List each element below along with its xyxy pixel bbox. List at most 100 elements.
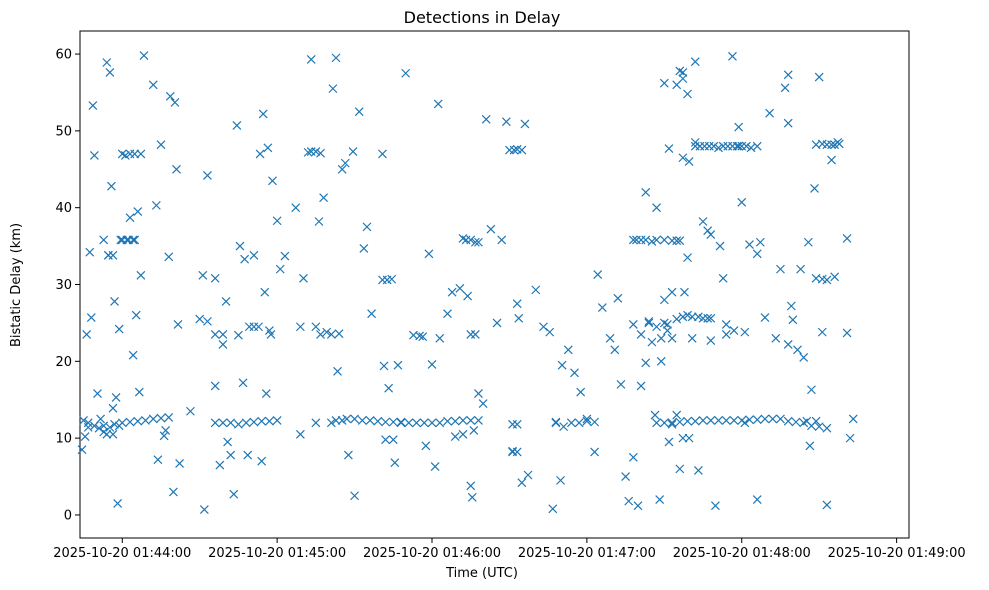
data-point-marker: [474, 416, 483, 425]
data-point-marker: [117, 149, 127, 159]
data-point-marker: [512, 447, 522, 457]
data-point-marker: [105, 422, 115, 432]
data-point-marker: [354, 107, 364, 117]
data-point-marker: [734, 141, 744, 151]
data-point-marker: [706, 313, 716, 323]
data-point-marker: [512, 419, 522, 429]
data-point-marker: [235, 241, 245, 251]
data-point-marker: [667, 333, 677, 343]
data-points: [77, 51, 858, 515]
data-point-marker: [328, 84, 338, 94]
data-point-marker: [130, 149, 140, 159]
data-point-marker: [82, 330, 92, 339]
data-point-marker: [365, 416, 375, 425]
data-point-marker: [435, 333, 445, 343]
y-tick-label: 0: [64, 508, 72, 523]
data-point-marker: [458, 416, 468, 425]
data-point-marker: [765, 108, 775, 118]
data-point-marker: [531, 285, 541, 295]
data-point-marker: [788, 315, 798, 325]
data-point-marker: [610, 345, 620, 355]
x-tick-label: 2025-10-20 01:47:00: [518, 546, 656, 561]
data-point-marker: [675, 417, 685, 427]
data-point-marker: [357, 416, 367, 425]
data-point-marker: [780, 83, 790, 93]
data-point-marker: [469, 426, 479, 435]
data-point-marker: [255, 149, 265, 159]
data-point-marker: [667, 419, 677, 429]
data-point-marker: [275, 264, 285, 274]
data-point-marker: [563, 345, 573, 355]
data-point-marker: [842, 328, 852, 338]
data-point-marker: [545, 327, 555, 337]
data-point-marker: [652, 235, 661, 245]
data-point-marker: [221, 296, 231, 306]
data-point-marker: [131, 310, 141, 320]
data-point-marker: [752, 415, 762, 425]
data-point-marker: [621, 472, 631, 481]
data-point-marker: [822, 500, 832, 510]
data-point-marker: [113, 499, 123, 508]
data-point-marker: [88, 101, 98, 110]
data-point-marker: [240, 254, 250, 264]
data-point-marker: [173, 320, 183, 329]
data-point-marker: [605, 333, 615, 343]
data-point-marker: [509, 145, 519, 155]
data-point-marker: [311, 418, 321, 428]
data-point-marker: [430, 462, 440, 471]
data-point-marker: [805, 441, 815, 451]
data-point-marker: [514, 313, 524, 323]
data-point-marker: [210, 381, 220, 391]
data-point-marker: [210, 330, 220, 339]
data-point-marker: [783, 339, 793, 349]
data-point-marker: [378, 275, 387, 285]
data-point-marker: [381, 435, 390, 445]
data-point-marker: [254, 322, 263, 332]
data-point-marker: [706, 230, 716, 239]
data-point-marker: [803, 237, 813, 247]
data-point-marker: [116, 235, 126, 245]
data-point-marker: [641, 187, 651, 197]
data-point-marker: [830, 272, 840, 282]
x-tick-label: 2025-10-20 01:45:00: [208, 546, 346, 561]
data-point-marker: [316, 148, 325, 158]
data-point-marker: [672, 410, 682, 420]
data-point-marker: [331, 53, 341, 63]
data-point-marker: [474, 389, 483, 399]
data-point-marker: [295, 322, 305, 332]
data-point-marker: [721, 416, 731, 425]
data-point-marker: [210, 418, 220, 428]
data-point-marker: [443, 416, 452, 426]
data-point-marker: [199, 505, 209, 515]
data-point-marker: [136, 270, 146, 280]
data-point-marker: [776, 264, 785, 274]
data-point-marker: [314, 217, 324, 226]
data-point-marker: [644, 316, 654, 326]
data-point-marker: [652, 203, 661, 213]
data-point-marker: [458, 429, 468, 439]
data-point-marker: [814, 72, 824, 82]
data-point-marker: [741, 141, 751, 151]
data-point-marker: [842, 233, 852, 243]
data-point-marker: [165, 91, 175, 101]
data-point-marker: [319, 193, 329, 203]
data-point-marker: [467, 492, 477, 502]
x-axis-ticks: 2025-10-20 01:44:00 2025-10-20 01:45:00 20…: [53, 538, 966, 561]
data-point-marker: [350, 414, 360, 424]
data-point-marker: [153, 455, 163, 465]
data-point-marker: [427, 418, 437, 428]
data-point-marker: [616, 379, 626, 389]
data-point-marker: [576, 387, 586, 397]
data-point-marker: [734, 122, 744, 132]
data-point-marker: [128, 235, 138, 245]
data-point-marker: [672, 314, 682, 324]
data-point-marker: [390, 458, 400, 468]
data-point-marker: [133, 207, 143, 216]
data-point-marker: [342, 414, 352, 424]
data-point-marker: [226, 418, 236, 428]
data-point-marker: [633, 501, 643, 511]
data-point-marker: [229, 489, 239, 499]
data-point-marker: [80, 432, 90, 442]
data-point-marker: [715, 241, 725, 251]
